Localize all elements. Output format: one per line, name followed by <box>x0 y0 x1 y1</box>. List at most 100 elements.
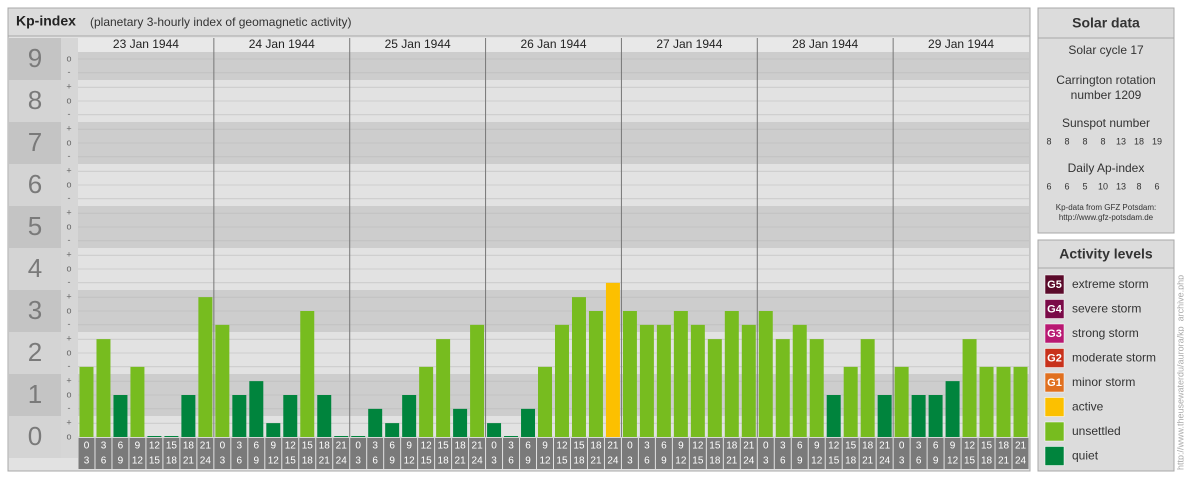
sunspot-number: 18 <box>1134 136 1144 146</box>
legend-swatch <box>1044 397 1065 417</box>
hour-label: 15 <box>845 441 857 452</box>
legend-badge: G5 <box>1047 279 1062 291</box>
y-tick-label: 0 <box>28 421 42 451</box>
hour-cell <box>961 438 978 469</box>
y-tick-label: 6 <box>28 169 42 199</box>
legend-label: strong storm <box>1072 326 1139 340</box>
hour-label: 18 <box>319 441 331 452</box>
hour-cell <box>367 438 384 469</box>
hour-cell <box>927 438 944 469</box>
bar <box>928 395 943 437</box>
hour-cell <box>554 438 570 469</box>
sunspot-title: Sunspot number <box>1062 116 1150 130</box>
hour-cell <box>316 438 333 469</box>
hour-label: 9 <box>406 441 412 452</box>
hour-label: 15 <box>438 441 450 452</box>
hour-label: 12 <box>132 456 144 467</box>
y-minor-label: + <box>66 418 71 428</box>
bar <box>979 366 994 437</box>
legend-label: moderate storm <box>1072 351 1156 365</box>
bar <box>622 311 637 437</box>
y-minor-label: - <box>68 403 71 413</box>
hour-label: 6 <box>508 456 514 467</box>
bar <box>351 436 366 437</box>
sunspot-number: 8 <box>1082 136 1087 146</box>
hour-label: 6 <box>916 456 922 467</box>
hour-cell <box>944 438 961 469</box>
hour-label: 9 <box>254 456 260 467</box>
bar <box>724 311 739 437</box>
hour-label: 9 <box>525 456 531 467</box>
y-minor-label: + <box>66 166 71 176</box>
bar <box>300 311 315 437</box>
hour-label: 9 <box>950 441 956 452</box>
hour-label: 21 <box>200 441 212 452</box>
hour-label: 0 <box>355 441 361 452</box>
bar <box>639 324 654 437</box>
hour-label: 21 <box>743 441 755 452</box>
y-minor-label: o <box>66 347 71 357</box>
y-tick-label: 7 <box>28 127 42 157</box>
hour-cell <box>265 438 282 469</box>
hour-label: 6 <box>237 456 243 467</box>
ap-value: 13 <box>1116 181 1126 191</box>
hour-label: 24 <box>472 456 484 467</box>
y-tick-label: 9 <box>28 43 42 73</box>
hour-label: 24 <box>336 456 348 467</box>
legend-swatch <box>1044 372 1065 393</box>
hour-label: 21 <box>472 441 484 452</box>
source-url: http://www.gfz-potsdam.de <box>1059 213 1154 222</box>
bar <box>843 366 858 437</box>
hour-label: 18 <box>183 441 195 452</box>
band-label-bg <box>9 38 61 80</box>
y-tick-label: 2 <box>28 337 42 367</box>
hour-label: 3 <box>899 456 905 467</box>
band-label-bg <box>9 80 61 122</box>
hour-label: 3 <box>627 456 633 467</box>
sunspot-number: 8 <box>1100 136 1105 146</box>
legend-badge: G4 <box>1047 303 1063 315</box>
hour-label: 6 <box>780 456 786 467</box>
hour-label: 0 <box>84 441 90 452</box>
y-minor-label: - <box>68 361 71 371</box>
hour-label: 21 <box>590 456 602 467</box>
hour-cell <box>486 438 503 469</box>
bar <box>249 381 264 437</box>
hour-label: 21 <box>862 456 874 467</box>
band-label-bg <box>9 332 61 374</box>
hour-label: 18 <box>573 456 585 467</box>
hour-label: 15 <box>556 456 568 467</box>
y-minor-label: + <box>66 292 71 302</box>
hour-label: 18 <box>726 441 738 452</box>
bar <box>147 436 162 437</box>
hour-label: 24 <box>607 456 619 467</box>
hour-label: 6 <box>389 441 395 452</box>
hour-label: 18 <box>166 456 178 467</box>
hour-label: 24 <box>1015 456 1027 467</box>
hour-cell <box>638 438 655 469</box>
hour-cell <box>163 438 180 469</box>
legend-swatch <box>1044 323 1065 344</box>
hour-label: 21 <box>879 441 891 452</box>
hour-cell <box>604 438 621 469</box>
hour-label: 15 <box>692 456 704 467</box>
legend-badge: G3 <box>1047 328 1062 340</box>
band-label-bg <box>9 206 61 248</box>
hour-cell <box>842 438 859 469</box>
band-label-bg <box>9 416 61 458</box>
minor-col <box>61 38 78 458</box>
bar <box>266 423 281 437</box>
hour-label: 12 <box>692 441 704 452</box>
bar <box>181 395 196 437</box>
hour-label: 15 <box>166 441 178 452</box>
hour-label: 3 <box>763 456 769 467</box>
hour-label: 18 <box>455 441 467 452</box>
legend-label: extreme storm <box>1072 277 1149 291</box>
chart-subtitle: (planetary 3-hourly index of geomagnetic… <box>90 15 351 29</box>
legend-label: active <box>1072 400 1104 414</box>
hour-label: 24 <box>200 456 212 467</box>
band-label-bg <box>9 248 61 290</box>
hour-label: 6 <box>372 456 378 467</box>
bar <box>758 311 773 437</box>
hour-label: 3 <box>101 441 107 452</box>
